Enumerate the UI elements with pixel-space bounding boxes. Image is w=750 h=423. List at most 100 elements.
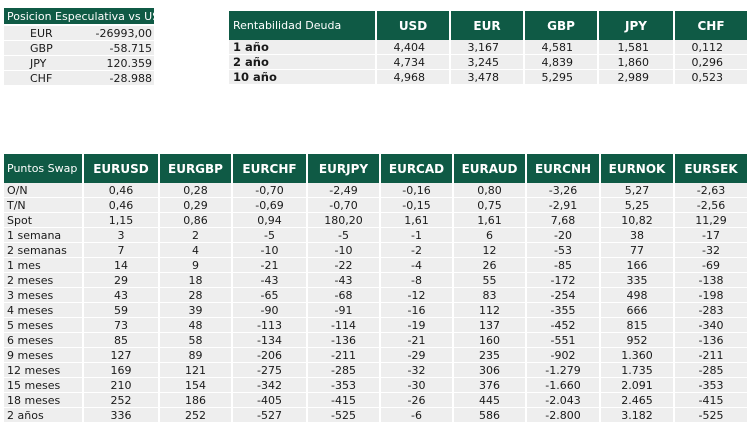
yield-value: 0,112 [675,40,749,55]
swap-row: Spot 1,15 0,86 0,94 180,20 1,61 1,61 7,68 10,82 1… [4,213,749,228]
swap-value: 1,61 [454,213,527,228]
swap-row: 4 meses 59 39 -90 -91 -16 112 -355 666 -283 [4,303,749,318]
swap-value: 336 [84,408,160,423]
swap-value: -525 [308,408,381,423]
swap-value: -17 [675,228,749,243]
swap-value: -353 [675,378,749,393]
yield-value: 1,860 [599,55,675,70]
swap-column-header: EURSEK [675,154,749,183]
swap-term-label: 15 meses [4,378,84,393]
swap-value: -19 [381,318,454,333]
swap-value: -211 [675,348,749,363]
swap-column-header: EURCAD [381,154,454,183]
swap-value: -206 [233,348,308,363]
debt-column-header: USD [377,11,451,40]
yield-value: 5,295 [525,70,599,85]
swap-value: -134 [233,333,308,348]
swap-value: 586 [454,408,527,423]
swap-value: 2.465 [601,393,675,408]
position-value: -58.715 [88,41,155,56]
swap-value: 952 [601,333,675,348]
speculative-title: Posicion Especulativa vs USD [4,8,155,26]
swap-value: 0,80 [454,183,527,198]
swap-value: 3 [84,228,160,243]
swap-term-label: 2 años [4,408,84,423]
swap-value: 0,46 [84,183,160,198]
swap-value: 85 [84,333,160,348]
swap-value: 0,94 [233,213,308,228]
swap-value: 48 [160,318,233,333]
swap-row: 6 meses 85 58 -134 -136 -21 160 -551 952 -136 [4,333,749,348]
yield-value: 4,839 [525,55,599,70]
swap-value: -452 [527,318,601,333]
swap-value: 252 [84,393,160,408]
swap-value: -254 [527,288,601,303]
swap-value: 0,29 [160,198,233,213]
swap-value: -275 [233,363,308,378]
swap-term-label: 2 meses [4,273,84,288]
swap-value: -902 [527,348,601,363]
debt-header-row: Rentabilidad Deuda USD EUR GBP JPY CHF [229,11,749,40]
swap-value: 28 [160,288,233,303]
swap-value: 306 [454,363,527,378]
speculative-row: CHF -28.988 [4,71,155,86]
swap-value: 4 [160,243,233,258]
swap-value: 14 [84,258,160,273]
swap-value: 58 [160,333,233,348]
swap-value: -10 [308,243,381,258]
swap-value: -198 [675,288,749,303]
swap-row: 18 meses 252 186 -405 -415 -26 445 -2.043 2.465-… [4,393,749,408]
swap-term-label: 5 meses [4,318,84,333]
swap-value: 89 [160,348,233,363]
swap-term-label: 2 semanas [4,243,84,258]
swap-row: 12 meses 169 121 -275 -285 -32 306 -1.279 1.735-… [4,363,749,378]
swap-value: -1.660 [527,378,601,393]
swap-value: -527 [233,408,308,423]
swap-value: 39 [160,303,233,318]
swap-row: 9 meses 127 89 -206 -211 -29 235 -902 1.360 -211 [4,348,749,363]
swap-value: 0,75 [454,198,527,213]
swap-term-label: Spot [4,213,84,228]
swap-value: 112 [454,303,527,318]
swap-value: -114 [308,318,381,333]
swap-row: 3 meses 43 28 -65 -68 -12 83 -254 498 -198 [4,288,749,303]
debt-row: 1 año 4,404 3,167 4,581 1,581 0,112 [229,40,749,55]
swap-value: 2.091 [601,378,675,393]
swap-value: -285 [308,363,381,378]
swap-value: -283 [675,303,749,318]
swap-term-label: 18 meses [4,393,84,408]
swap-column-header: EURGBP [160,154,233,183]
yield-value: 2,989 [599,70,675,85]
debt-column-header: CHF [675,11,749,40]
swap-row: 2 meses 29 18 -43 -43 -8 55 -172 335 -138 [4,273,749,288]
swap-value: 73 [84,318,160,333]
swap-value: -65 [233,288,308,303]
swap-term-label: 4 meses [4,303,84,318]
swap-value: 166 [601,258,675,273]
swap-value: 335 [601,273,675,288]
swap-value: -353 [308,378,381,393]
debt-yield-table: Rentabilidad Deuda USD EUR GBP JPY CHF 1… [229,11,749,85]
swap-value: -0,69 [233,198,308,213]
position-value: -28.988 [88,71,155,86]
swap-value: -43 [233,273,308,288]
swap-value: 7,68 [527,213,601,228]
currency-label: EUR [4,26,88,41]
swap-value: -113 [233,318,308,333]
swap-value: -172 [527,273,601,288]
debt-term-label: 10 año [229,70,377,85]
swap-value: -1 [381,228,454,243]
swap-value: 38 [601,228,675,243]
yield-value: 4,734 [377,55,451,70]
swap-value: -26 [381,393,454,408]
swap-value: 5,25 [601,198,675,213]
swap-value: -20 [527,228,601,243]
swap-value: 29 [84,273,160,288]
swap-value: -136 [675,333,749,348]
swap-value: -21 [233,258,308,273]
swap-value: -21 [381,333,454,348]
swap-value: 137 [454,318,527,333]
swap-value: 1,61 [381,213,454,228]
swap-value: 186 [160,393,233,408]
swap-column-header: EURNOK [601,154,675,183]
